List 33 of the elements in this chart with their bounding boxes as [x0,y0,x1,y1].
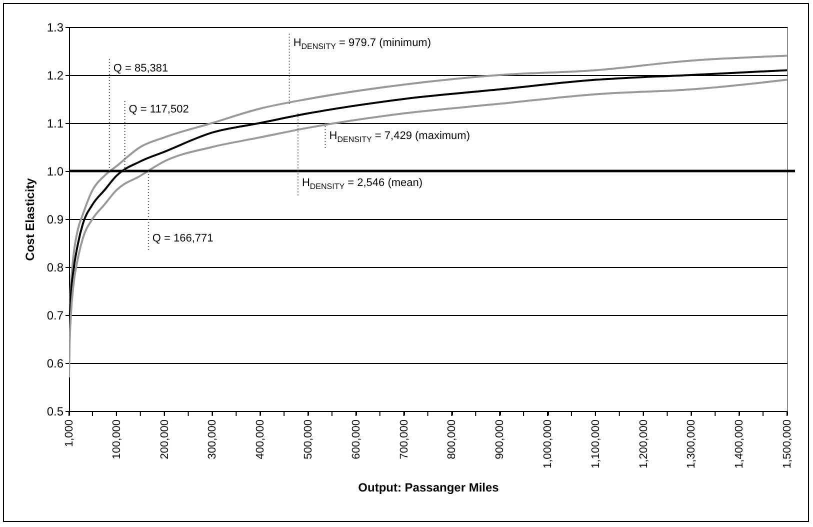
annotation: Q = 166,771 [152,232,214,246]
x-tick-label: 1,300,000 [686,420,698,468]
y-tick-label: 0.9 [46,212,64,226]
y-tick-label: 1.3 [46,20,64,34]
x-tick-label: 900,000 [494,420,506,460]
annotation: H$_{DENSITY}$ = 2,546 (mean) [302,177,423,194]
x-tick-label: 1,000,000 [542,420,554,468]
y-tick-label: 1.1 [46,116,64,130]
y-tick-label: 0.7 [46,308,64,322]
y-tick-label: 0.8 [46,260,64,274]
x-tick-label: 100,000 [110,420,123,460]
x-tick-label: 300,000 [206,420,219,460]
x-axis-title: Output: Passanger Miles [358,480,500,494]
x-tick-label: 800,000 [446,420,458,460]
annotation: H$_{DENSITY}$ = 7,429 (maximum) [329,130,470,146]
x-tick-label: 500,000 [302,420,315,460]
x-tick-label: 1,000 [64,420,76,448]
y-axis-title: Cost Elasticity [22,178,37,261]
y-tick-label: 0.6 [46,356,64,370]
y-tick-label: 1.2 [46,68,64,82]
annotation: H$_{DENSITY}$ = 979.7 (minimum) [293,36,432,53]
annotation: Q = 117,502 [128,104,189,116]
x-tick-label: 1,200,000 [638,420,650,468]
x-tick-label: 1,500,000 [782,420,794,468]
x-tick-label: 600,000 [350,420,362,460]
annotation: Q = 85,381 [113,62,168,76]
y-tick-label: 1.0 [46,164,64,178]
x-tick-label: 200,000 [158,420,171,460]
x-tick-label: 1,100,000 [590,420,602,468]
y-tick-label: 0.5 [46,404,64,418]
x-tick-label: 400,000 [254,420,267,460]
x-tick-label: 1,400,000 [734,420,746,468]
x-tick-label: 700,000 [398,420,410,460]
